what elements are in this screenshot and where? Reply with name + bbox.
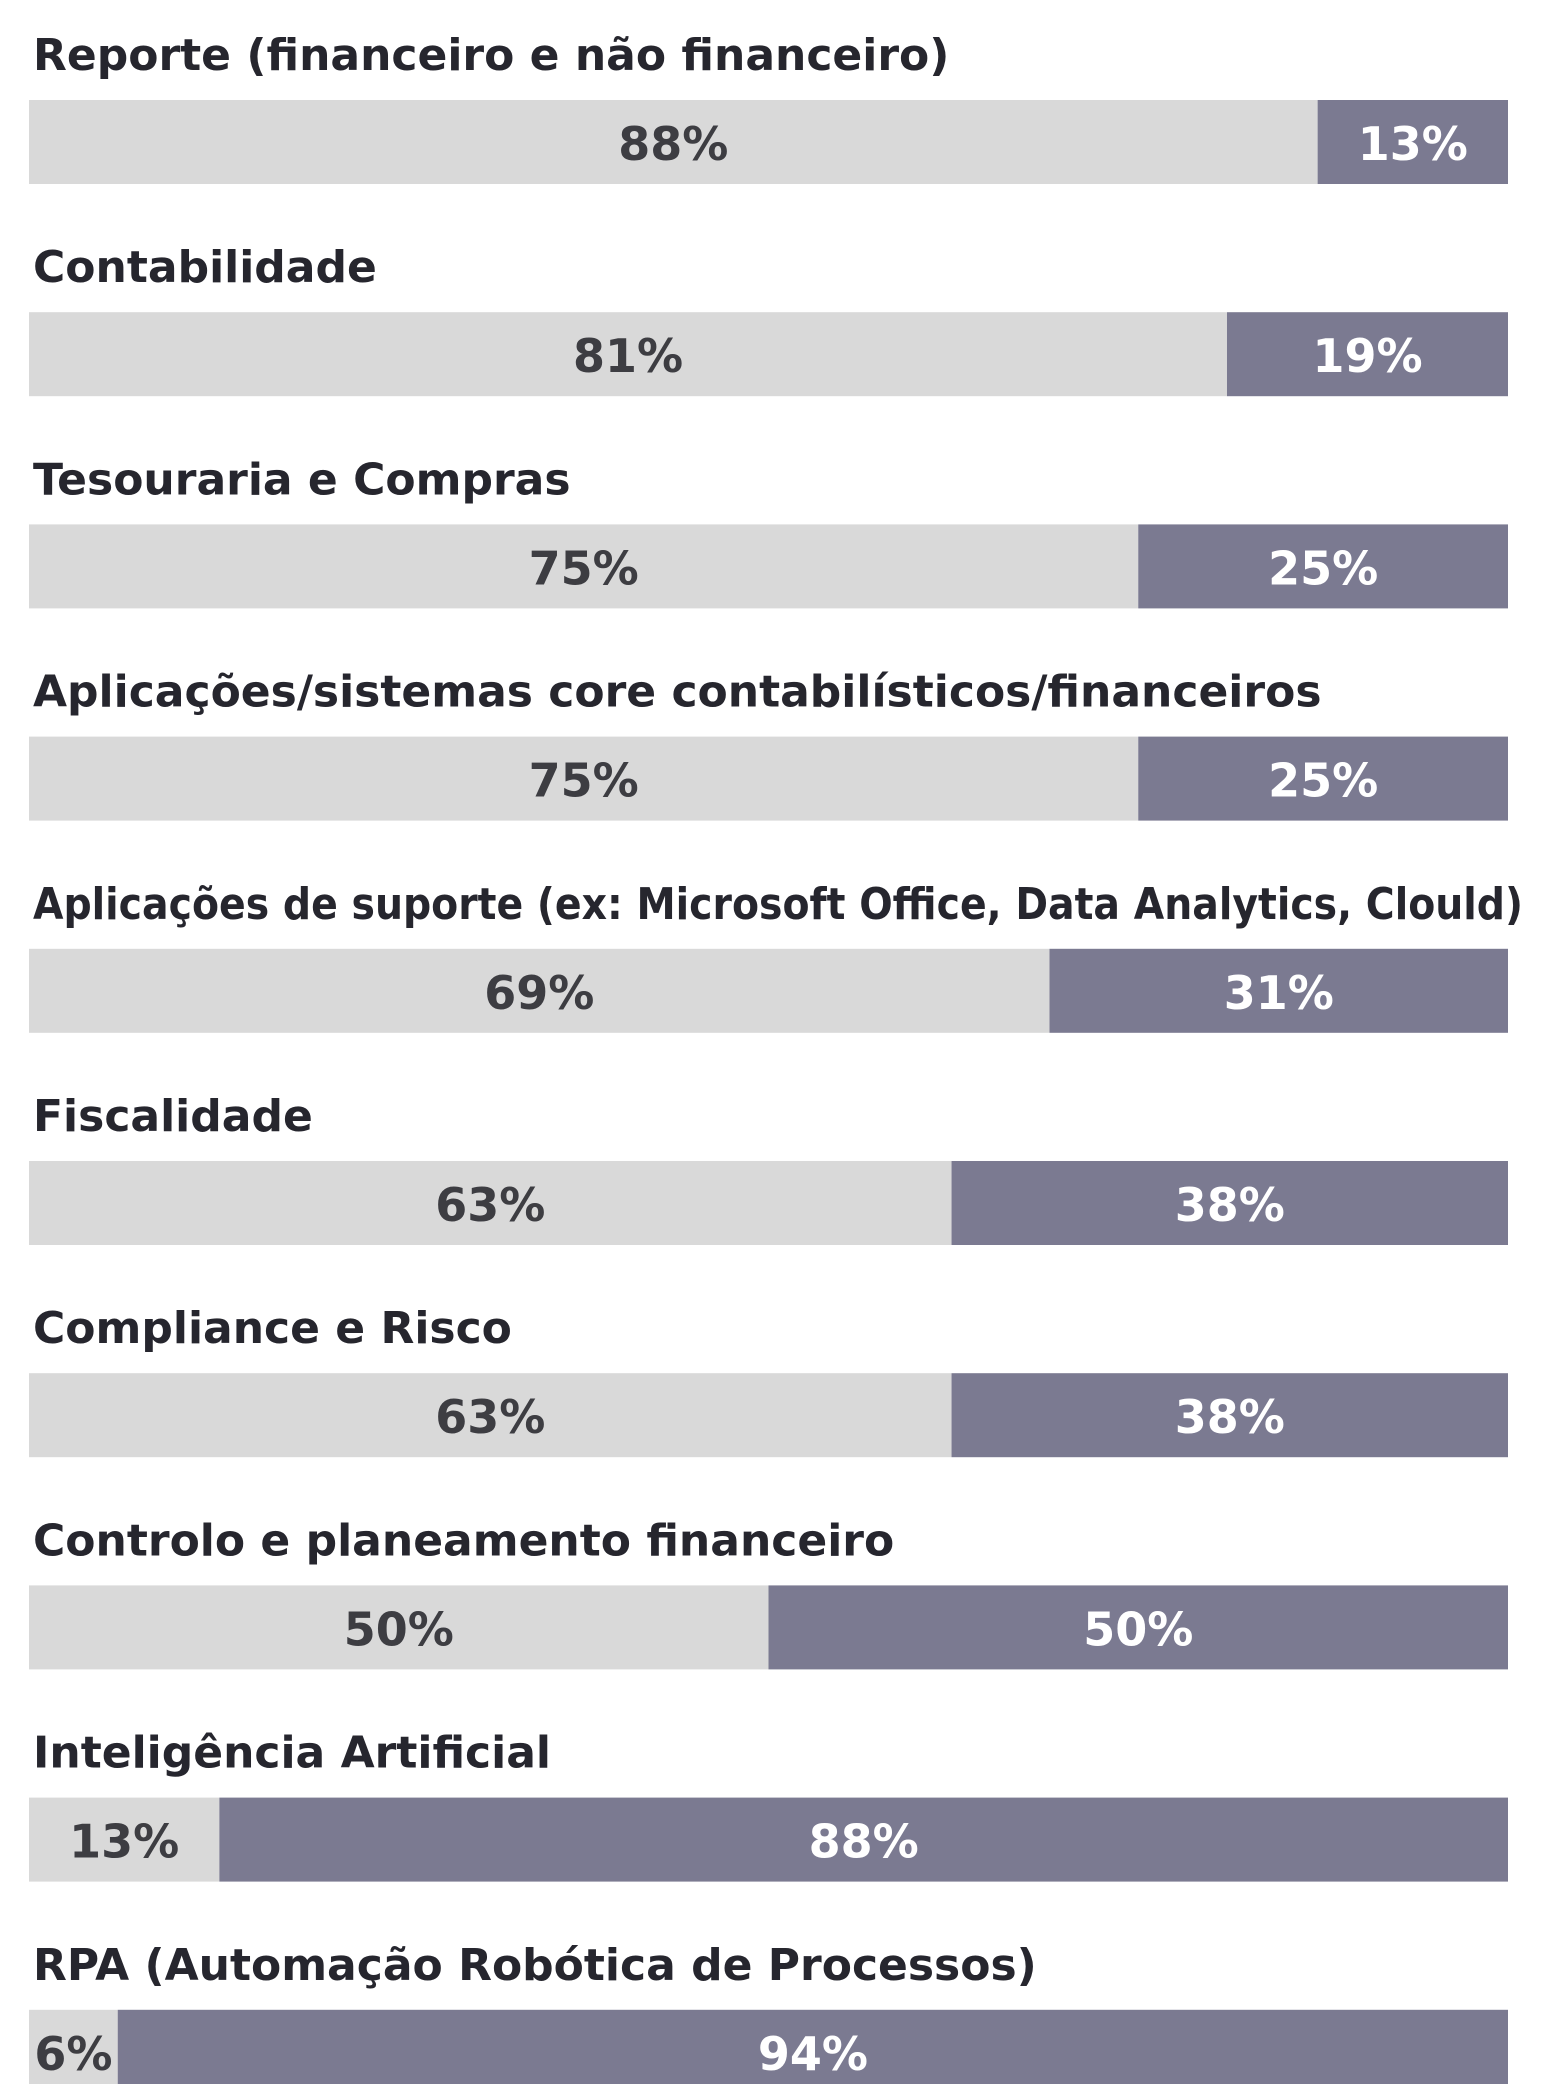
category-label: Compliance e Risco [33,1303,512,1354]
category-label: Aplicações de suporte (ex: Microsoft Off… [33,879,1523,930]
bar-segment [29,1585,769,1670]
bar-segment [29,1797,220,1882]
value-label: 94% [758,2027,868,2081]
bar-segment [29,736,1139,821]
value-label: 50% [1083,1602,1193,1656]
category-label: RPA (Automação Robótica de Processos) [33,1940,1037,1991]
category-label: Tesouraria e Compras [33,454,571,505]
value-label: 25% [1268,541,1378,595]
value-label: 63% [435,1390,545,1444]
bar-segment [117,2009,1509,2084]
bar-segment [29,524,1139,609]
bar-segment [768,1585,1508,1670]
bar-segment [1138,736,1508,821]
category-label: Reporte (financeiro e não financeiro) [33,30,949,81]
bar-segment [1049,948,1508,1033]
value-label: 50% [344,1602,454,1656]
value-label: 63% [435,1178,545,1232]
bar-segment [1138,524,1508,609]
bar-segment [951,1373,1508,1458]
bar-segment [29,948,1050,1033]
value-label: 13% [1358,117,1468,171]
bar-segment [219,1797,1508,1882]
value-label: 31% [1224,966,1334,1020]
value-label: 69% [484,966,594,1020]
bar-segment [29,100,1318,184]
bar-segment [29,312,1227,397]
bar-segment [29,1161,952,1245]
bar-segment [29,2009,118,2084]
value-label: 25% [1268,754,1378,808]
bar-segment [1226,312,1508,397]
value-label: 75% [529,541,639,595]
bar-segment [1317,100,1508,184]
category-label: Fiscalidade [33,1091,313,1142]
value-label: 88% [618,117,728,171]
value-label: 38% [1175,1178,1285,1232]
value-label: 19% [1312,329,1422,383]
value-label: 6% [34,2027,112,2081]
category-label: Inteligência Artificial [33,1728,551,1779]
bar-segment [951,1161,1508,1245]
value-label: 13% [69,1815,179,1869]
value-label: 75% [529,754,639,808]
category-label: Contabilidade [33,242,377,293]
value-label: 38% [1175,1390,1285,1444]
category-label: Aplicações/sistemas core contabilísticos… [33,667,1322,718]
bar-segment [29,1373,952,1458]
value-label: 88% [809,1815,919,1869]
value-label: 81% [573,329,683,383]
category-label: Controlo e planeamento financeiro [33,1515,894,1566]
